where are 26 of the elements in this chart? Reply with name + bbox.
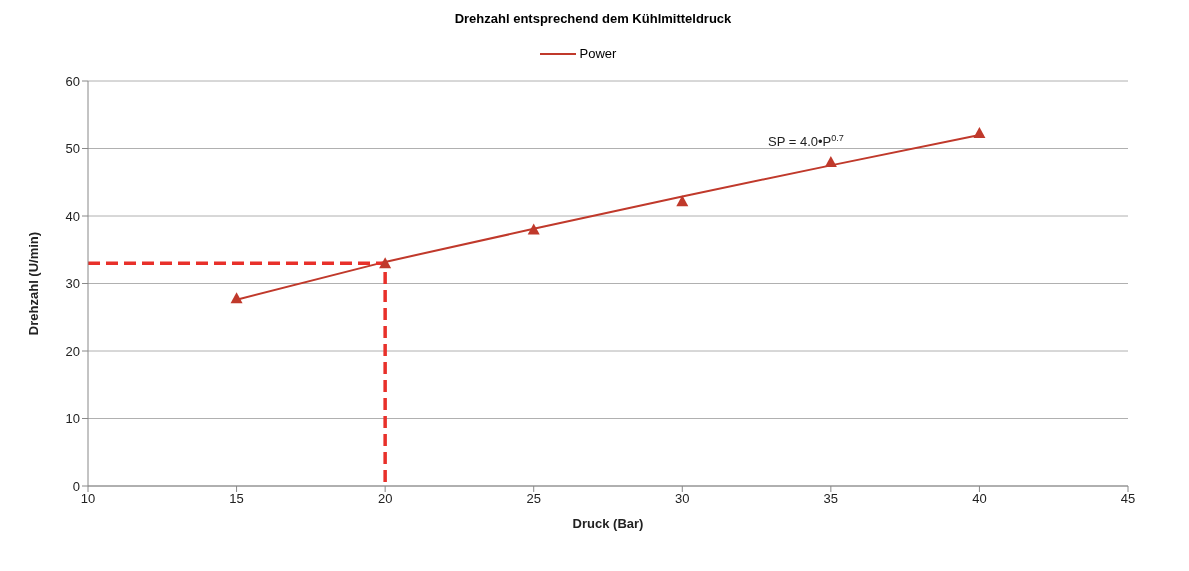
point — [379, 257, 392, 269]
x-tick-label: 10 — [80, 491, 96, 507]
y-tick-label: 60 — [65, 73, 80, 89]
point — [230, 292, 243, 304]
x-tick-label: 30 — [675, 491, 690, 507]
x-tick-label: 40 — [972, 491, 987, 507]
x-axis-title: Druck (Bar) — [572, 516, 644, 531]
x-tick-label: 20 — [377, 491, 393, 507]
y-tick-label: 0 — [72, 478, 80, 494]
y-tick-label: 20 — [65, 343, 80, 359]
x-tick-label: 35 — [823, 491, 839, 507]
point — [824, 156, 837, 167]
point — [676, 195, 689, 207]
x-tick-label: 25 — [526, 491, 541, 507]
y-tick-label: 40 — [65, 208, 80, 224]
y-axis-title: Drehzahl (U/min) — [25, 231, 41, 336]
chart-title: Drehzahl entsprechend dem Kühlmitteldruck — [453, 10, 733, 28]
point — [973, 126, 986, 138]
y-tick-label: 30 — [65, 276, 80, 292]
annotation: SP = 4.0•P$^{0.7}$ — [768, 133, 844, 149]
x-tick-label: 45 — [1120, 491, 1136, 507]
legend-label: Power — [579, 46, 617, 61]
y-tick-label: 50 — [65, 141, 80, 157]
x-tick-label: 15 — [229, 491, 244, 507]
y-tick-label: 10 — [65, 411, 80, 427]
point — [527, 223, 540, 235]
